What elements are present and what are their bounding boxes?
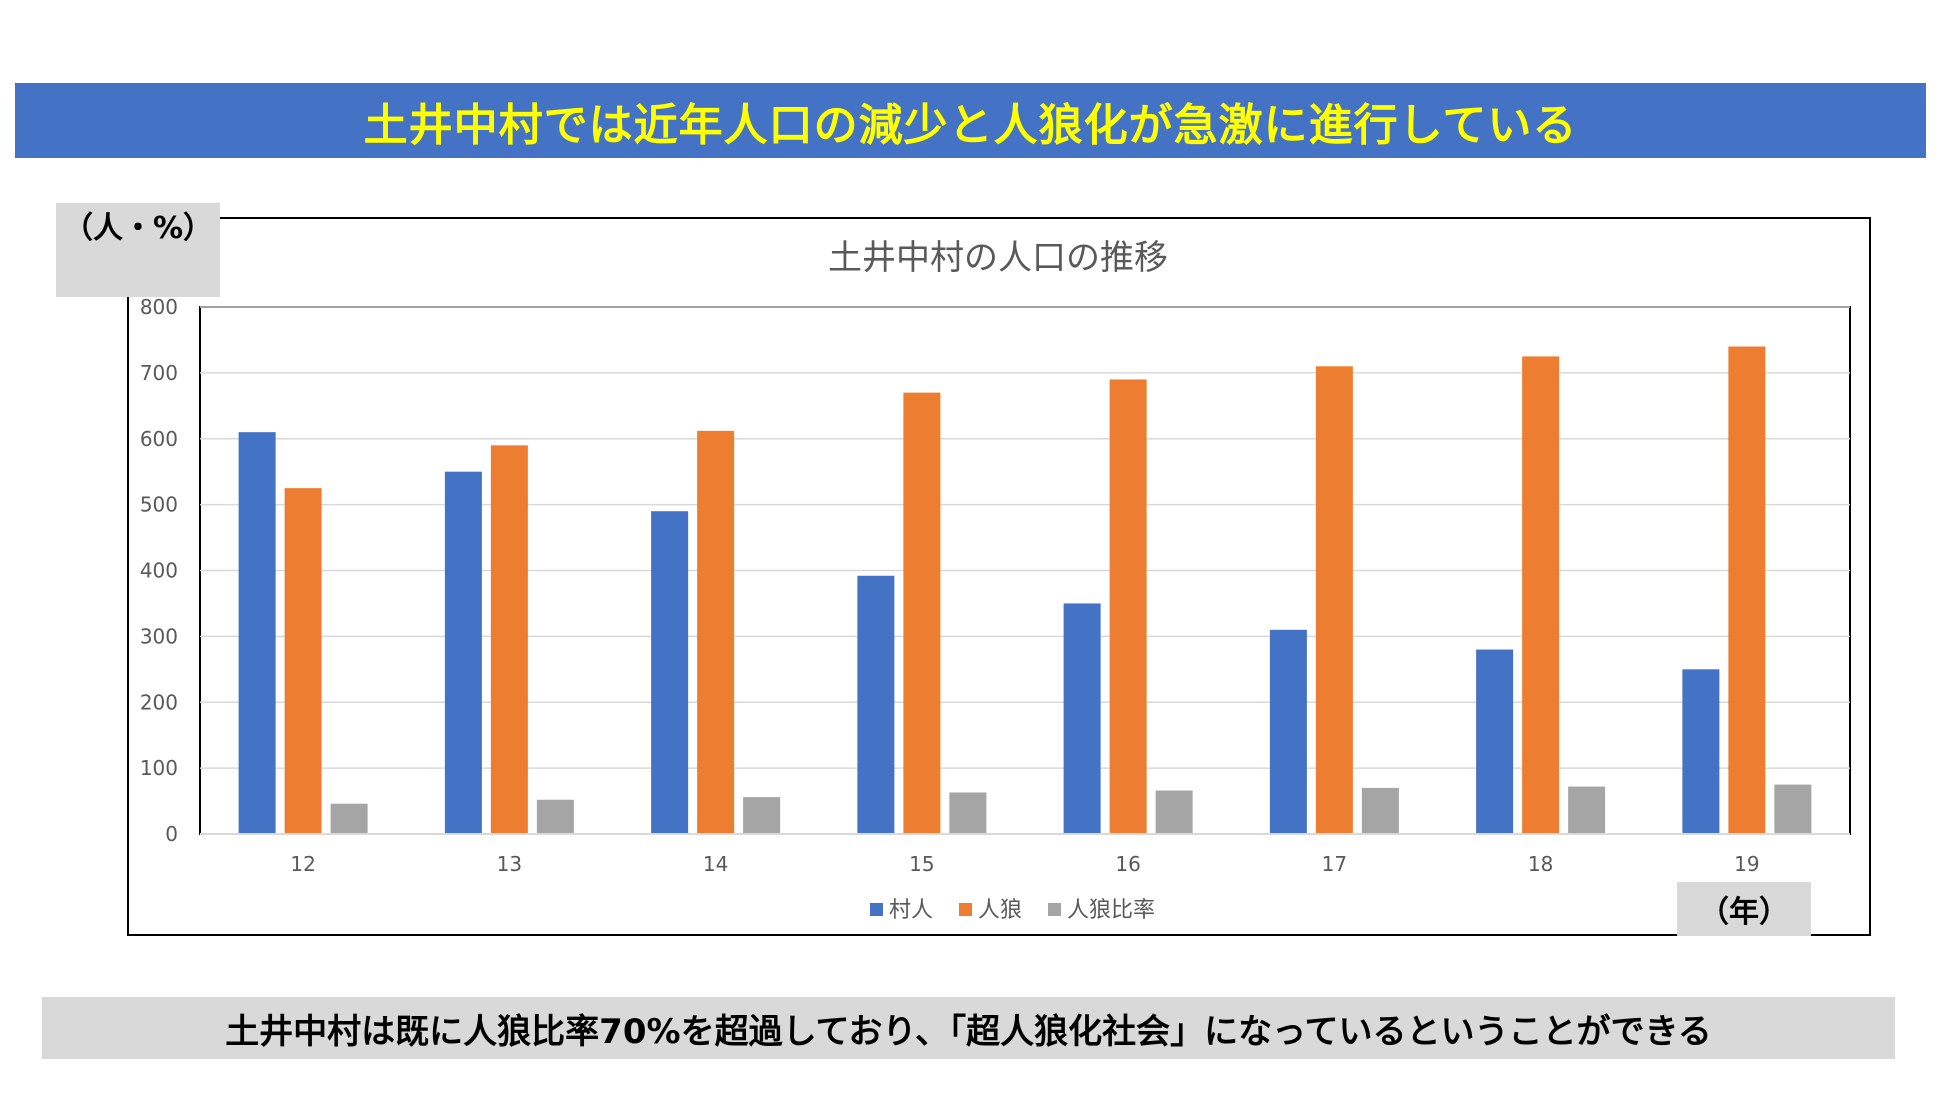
bar-人狼-14 xyxy=(697,430,735,834)
chart-title: 土井中村の人口の推移 xyxy=(828,238,1168,278)
legend-label: 人狼 xyxy=(978,898,1022,923)
bar-人狼比率-15 xyxy=(949,792,987,834)
y-tick-label: 200 xyxy=(140,690,178,714)
bar-人狼-13 xyxy=(490,445,528,834)
bar-人狼比率-17 xyxy=(1361,787,1399,834)
bar-村人-15 xyxy=(857,575,895,834)
y-tick-label: 500 xyxy=(140,493,178,517)
bar-村人-19 xyxy=(1682,669,1720,834)
x-tick-label: 19 xyxy=(1734,852,1759,876)
bar-人狼比率-14 xyxy=(743,797,781,834)
bar-人狼-17 xyxy=(1315,366,1353,834)
bar-人狼比率-13 xyxy=(536,799,574,834)
legend-label: 人狼比率 xyxy=(1067,898,1155,923)
y-tick-label: 700 xyxy=(140,361,178,385)
bar-村人-13 xyxy=(444,471,482,834)
bar-人狼-12 xyxy=(284,488,322,834)
bar-人狼-15 xyxy=(903,392,941,834)
bar-村人-16 xyxy=(1063,603,1101,834)
bar-村人-18 xyxy=(1476,649,1514,834)
x-tick-label: 13 xyxy=(497,852,522,876)
header-banner: 土井中村では近年人口の減少と人狼化が急激に進行している xyxy=(15,83,1926,158)
y-tick-label: 300 xyxy=(140,624,178,648)
bar-人狼比率-12 xyxy=(330,803,368,834)
legend-swatch xyxy=(870,903,883,916)
bar-人狼-16 xyxy=(1109,379,1147,834)
bar-村人-17 xyxy=(1269,629,1307,834)
x-tick-label: 17 xyxy=(1322,852,1347,876)
y-tick-label: 400 xyxy=(140,559,178,583)
bar-人狼-19 xyxy=(1728,346,1766,834)
x-tick-label: 16 xyxy=(1115,852,1140,876)
bar-人狼比率-18 xyxy=(1568,786,1606,834)
legend-swatch xyxy=(1048,903,1061,916)
bar-村人-12 xyxy=(238,432,276,834)
y-tick-label: 600 xyxy=(140,427,178,451)
legend-swatch xyxy=(959,903,972,916)
x-tick-label: 14 xyxy=(703,852,728,876)
x-unit-badge: （年） xyxy=(1677,882,1811,936)
x-tick-label: 18 xyxy=(1528,852,1553,876)
bar-人狼-18 xyxy=(1522,356,1560,834)
bar-村人-14 xyxy=(651,511,689,834)
y-tick-label: 800 xyxy=(140,295,178,319)
bar-人狼比率-16 xyxy=(1155,790,1193,834)
x-tick-label: 12 xyxy=(290,852,315,876)
x-tick-label: 15 xyxy=(909,852,934,876)
bar-人狼比率-19 xyxy=(1774,784,1812,834)
footer-text: 土井中村は既に人狼比率70%を超過しており、「超人狼化社会」になっているというこ… xyxy=(225,1011,1712,1052)
y-tick-label: 0 xyxy=(165,822,178,846)
legend-label: 村人 xyxy=(889,898,933,923)
y-tick-label: 100 xyxy=(140,756,178,780)
page-title: 土井中村では近年人口の減少と人狼化が急激に進行している xyxy=(363,99,1578,151)
footer-banner: 土井中村は既に人狼比率70%を超過しており、「超人狼化社会」になっているというこ… xyxy=(42,997,1895,1059)
y-unit-badge: （人・%） xyxy=(56,203,220,297)
